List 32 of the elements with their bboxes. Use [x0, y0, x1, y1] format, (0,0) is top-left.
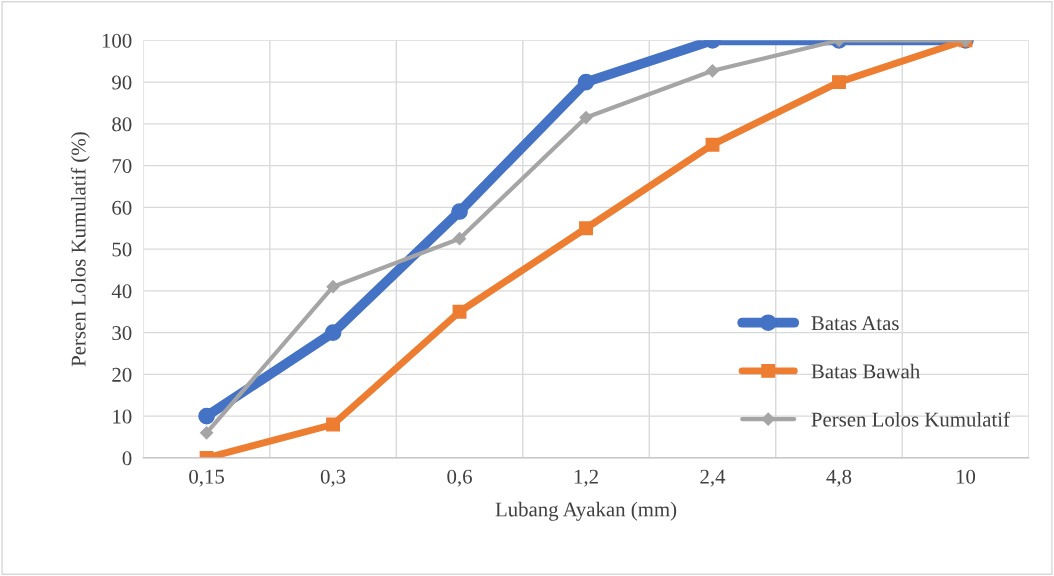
point	[452, 304, 467, 319]
legend-label: Batas Bawah	[811, 363, 920, 379]
point	[326, 417, 341, 432]
y-axis-title: Persen Lolos Kumulatif (%)	[70, 132, 90, 367]
x-tick-label: 0,15	[189, 469, 224, 487]
y-tick-label: 70	[112, 158, 132, 174]
y-tick-label: 0	[122, 451, 132, 466]
point	[579, 221, 593, 236]
x-tick-label: 4,8	[826, 469, 852, 487]
legend-label: Batas Atas	[811, 316, 899, 331]
x-tick-label: 0,3	[320, 469, 346, 487]
point	[198, 407, 215, 425]
point	[326, 280, 340, 294]
y-tick-label: 40	[111, 284, 132, 299]
point	[452, 232, 467, 246]
x-tick-label: 1,2	[574, 469, 598, 487]
x-tick-label: 10	[956, 469, 976, 484]
y-tick-label: 90	[112, 75, 132, 90]
y-tick-label: 30	[112, 326, 132, 341]
y-tick-label: 60	[112, 200, 132, 215]
x-axis-title: Lubang Ayakan (mm)	[495, 501, 677, 521]
y-tick-label: 50	[112, 242, 132, 257]
x-tick-label: 0,6	[447, 469, 472, 487]
y-tick-label: 10	[113, 409, 132, 424]
x-tick-label: 2,4	[700, 469, 726, 487]
y-tick-label: 100	[102, 33, 132, 48]
y-tick-label: 20	[112, 367, 132, 382]
point	[199, 426, 214, 440]
y-tick-label: 80	[112, 117, 132, 132]
point	[451, 203, 468, 220]
point	[324, 324, 342, 341]
legend-label: Persen Lolos Kumulatif	[811, 411, 1010, 427]
